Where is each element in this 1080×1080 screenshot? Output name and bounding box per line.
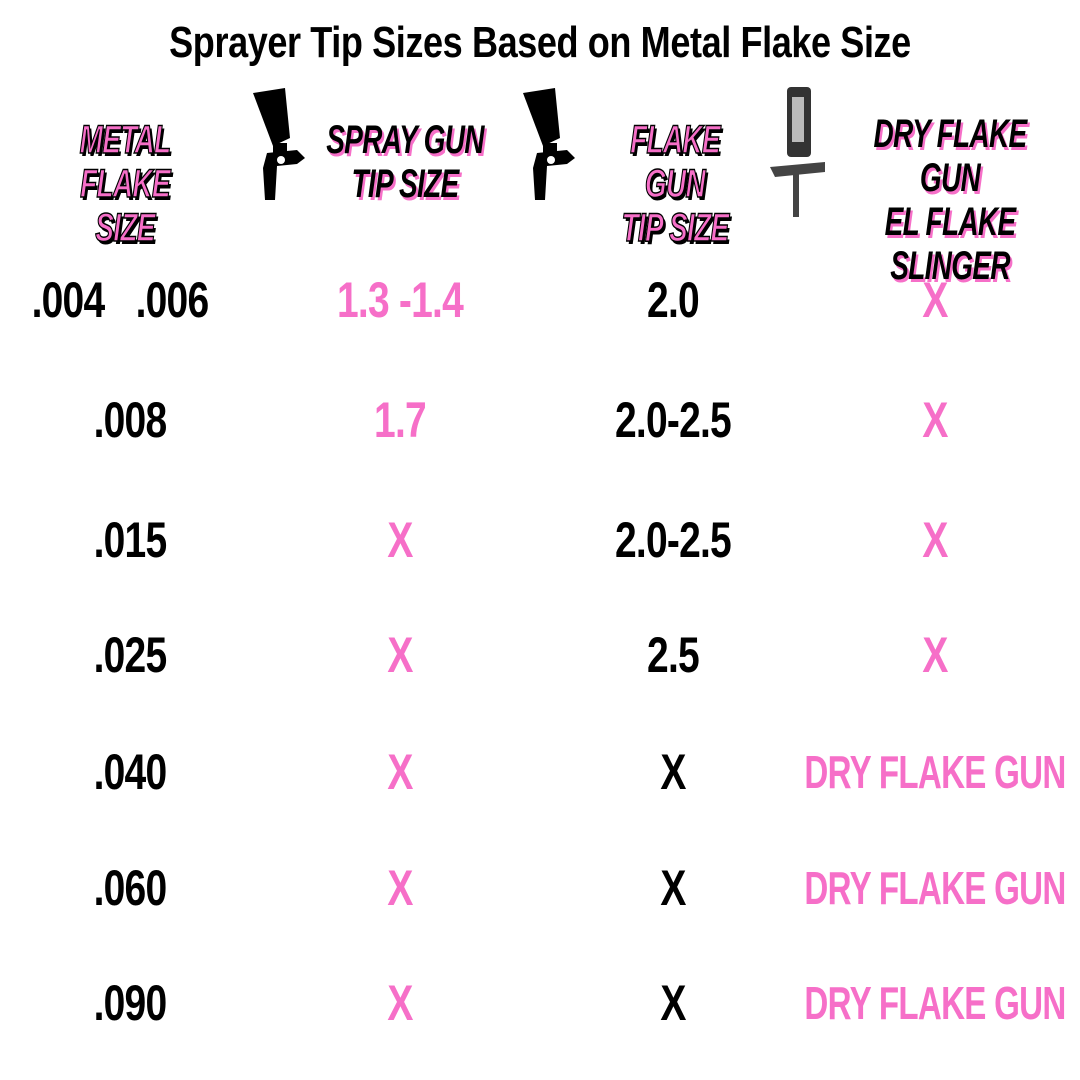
header-line: SIZE xyxy=(95,205,156,251)
spray-gun-tip: 1.3 -1.4 xyxy=(336,272,464,328)
flake-gun-tip: X xyxy=(660,744,686,800)
header-line: METAL FLAKE xyxy=(79,117,172,207)
dry-flake-gun-value: X xyxy=(922,272,948,328)
flake-gun-tip: 2.0-2.5 xyxy=(615,392,732,448)
header-line: TIP SIZE xyxy=(621,205,730,251)
dry-flake-gun-value: X xyxy=(922,392,948,448)
flake-gun-tip: X xyxy=(660,860,686,916)
dry-flake-gun-value: X xyxy=(922,512,948,568)
spray-gun-icon xyxy=(523,88,575,200)
dry-flake-gun-value: X xyxy=(922,627,948,683)
flake-gun-tip: 2.0 xyxy=(647,272,700,328)
flake-gun-tip: X xyxy=(660,975,686,1031)
header-line: DRY FLAKE GUN xyxy=(873,112,1028,200)
header-metal-flake-size: METAL FLAKE SIZE xyxy=(38,117,213,251)
dry-flake-gun-value: DRY FLAKE GUN xyxy=(804,746,1066,798)
flake-gun-tip: 2.5 xyxy=(647,627,700,683)
dry-flake-gun-icon xyxy=(770,87,825,217)
spray-gun-tip: X xyxy=(387,744,413,800)
header-line: TIP SIZE xyxy=(351,162,460,206)
header-spray-gun-tip-size: SPRAY GUN TIP SIZE xyxy=(325,118,486,206)
header-line: FLAKE GUN xyxy=(630,117,722,207)
spray-gun-tip: X xyxy=(387,975,413,1031)
flake-size: .025 xyxy=(93,627,168,683)
header-flake-gun-tip-size: FLAKE GUN TIP SIZE xyxy=(598,117,752,251)
flake-size: .008 xyxy=(93,392,168,448)
flake-size: .090 xyxy=(93,975,168,1031)
flake-size: .040 xyxy=(93,744,168,800)
spray-gun-tip: X xyxy=(387,512,413,568)
flake-size: .004 xyxy=(31,272,106,328)
flake-size: .006 xyxy=(135,272,210,328)
dry-flake-gun-value: DRY FLAKE GUN xyxy=(804,977,1066,1029)
spray-gun-tip: X xyxy=(387,860,413,916)
header-line: SPRAY GUN xyxy=(326,118,484,162)
spray-gun-tip: X xyxy=(387,627,413,683)
flake-size: .015 xyxy=(93,512,168,568)
flake-size: .060 xyxy=(93,860,168,916)
dry-flake-gun-value: DRY FLAKE GUN xyxy=(804,862,1066,914)
spray-gun-tip: 1.7 xyxy=(374,392,427,448)
header-line: EL FLAKE SLINGER xyxy=(884,200,1016,288)
page-title: Sprayer Tip Sizes Based on Metal Flake S… xyxy=(169,18,911,67)
spray-gun-icon xyxy=(253,88,305,200)
flake-gun-tip: 2.0-2.5 xyxy=(615,512,732,568)
header-dry-flake-gun: DRY FLAKE GUN EL FLAKE SLINGER xyxy=(845,112,1055,288)
